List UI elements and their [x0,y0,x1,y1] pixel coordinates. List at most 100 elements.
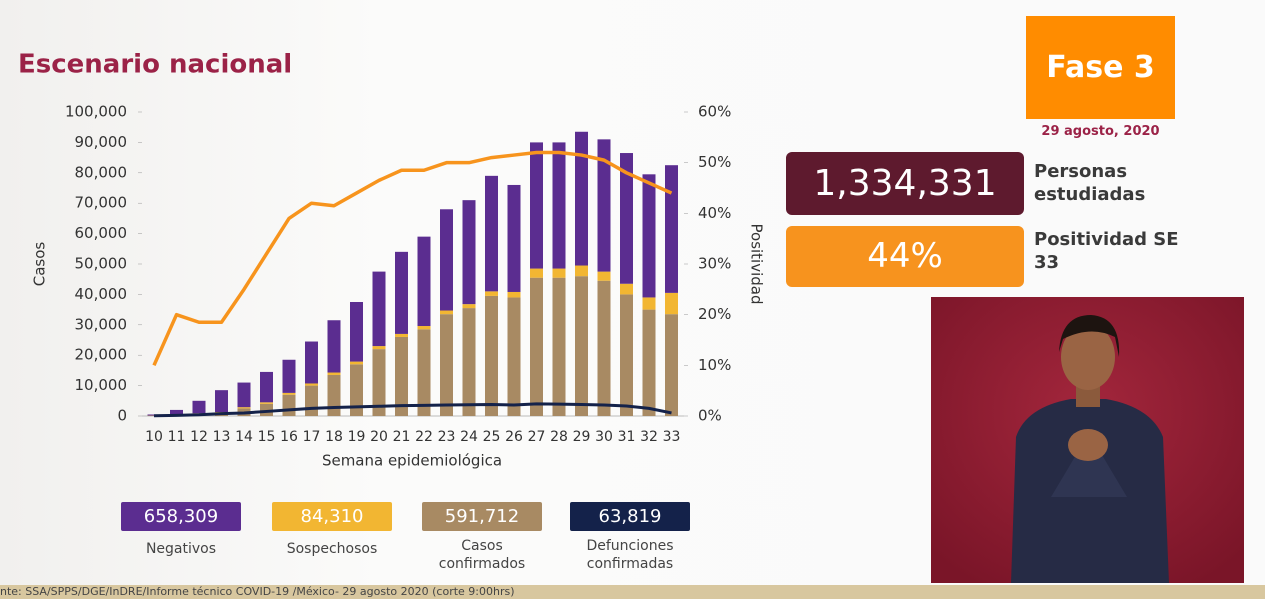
bar-segment [282,392,296,395]
bar-segment [327,320,341,373]
x-tick-label: 15 [258,429,276,445]
bar-segment [350,361,363,365]
y2-tick-label: 40% [698,204,731,222]
studied-box: 1,334,331 [786,152,1024,215]
y-tick-label: 0 [117,407,127,425]
bar-segment [462,308,476,416]
bar-segment [305,341,318,384]
y2-tick-label: 0% [698,407,722,425]
bar-segment [597,280,611,416]
bar-segment [642,309,656,416]
x-tick-label: 24 [460,429,478,445]
chart: Escenario nacional Casos Positividad Sem… [18,50,766,470]
bar-segment [575,265,588,277]
y-axis-label: Casos [31,242,49,287]
legend-total: 84,310 [272,502,392,531]
bar-segment [620,283,633,295]
x-tick-label: 19 [348,429,366,445]
x-tick-label: 33 [663,429,681,445]
x-tick-label: 13 [213,429,231,445]
x-tick-label: 22 [415,429,433,445]
bar-segment [417,329,431,416]
y2-tick-label: 20% [698,305,731,323]
bar-segment [372,349,386,416]
bar-segment [372,271,386,347]
x-tick-label: 31 [618,429,636,445]
x-tick-label: 12 [190,429,208,445]
line [152,150,673,367]
interpreter-video [931,297,1244,583]
bar-segment [552,277,566,416]
bar-segment [327,372,341,375]
legend-total: 63,819 [570,502,690,531]
bar-segment [642,174,656,298]
x-tick-label: 28 [550,429,568,445]
bar-segment [350,364,363,416]
legend-label: Sospechosos [286,541,378,557]
bar-segment [575,131,588,266]
y2-axis-label: Positividad [748,224,766,305]
y-tick-label: 40,000 [75,285,128,303]
date: 29 agosto, 2020 [1041,124,1160,139]
x-axis-label: Semana epidemiológica [322,452,502,470]
y2-tick-label: 50% [698,153,731,171]
bar-segment [395,251,408,334]
y-tick-label: 50,000 [75,255,128,273]
bar-segment [462,200,476,305]
bar-segment [417,236,431,327]
x-tick-label: 21 [393,429,411,445]
x-tick-label: 17 [303,429,321,445]
y-tick-label: 60,000 [75,224,128,242]
y-tick-label: 80,000 [75,163,128,181]
bar-segment [260,402,273,404]
line [153,402,672,418]
bar-segment [597,139,611,272]
bar-segment [395,336,408,416]
bar-segment [417,326,431,330]
bar-segment [462,304,476,309]
x-tick-label: 16 [280,429,298,445]
x-tick-label: 32 [640,429,658,445]
y-tick-label: 100,000 [65,103,127,121]
bar-segment [552,268,566,278]
bar-segment [237,407,251,409]
bar-segment [440,314,453,416]
x-tick-label: 30 [595,429,613,445]
y-tick-label: 10,000 [75,376,128,394]
x-tick-label: 26 [505,429,523,445]
bar-segment [642,297,656,310]
bar-segment [530,268,543,278]
bar-segment [350,302,363,362]
legend-label: Negativos [145,541,217,557]
chart-title: Escenario nacional [18,50,292,80]
y-tick-label: 30,000 [75,315,128,333]
phase-box: Fase 3 [1026,16,1175,119]
bar-segment [305,385,318,416]
x-tick-label: 14 [235,429,253,445]
x-tick-label: 25 [483,429,501,445]
y-tick-label: 90,000 [75,133,128,151]
x-tick-label: 18 [325,429,343,445]
bar-segment [237,382,251,408]
bar-segment [395,333,408,337]
studied-label: Personas estudiadas [1034,161,1146,205]
x-tick-label: 10 [145,429,163,445]
bar-segment [665,292,678,315]
bar-segment [282,359,296,393]
bar-segment [507,291,521,298]
x-tick-label: 20 [370,429,388,445]
legend-label: Defunciones confirmadas [586,538,674,572]
bar-segment [260,371,273,403]
bar-segment [620,294,633,416]
legend-label: Casos confirmados [438,538,526,572]
bar-segment [327,374,341,416]
bar-segment [440,310,453,315]
bar-segment [305,383,318,386]
y-tick-label: 20,000 [75,346,128,364]
y-tick-label: 70,000 [75,194,128,212]
positivity-box: 44% [786,226,1024,287]
bar-segment [507,297,521,416]
bar-segment [552,142,566,269]
bar-segment [665,314,678,416]
